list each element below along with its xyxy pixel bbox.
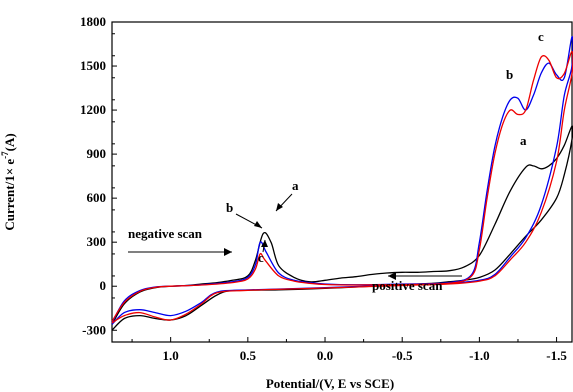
x-axis-title: Potential/(V, E vs SCE) bbox=[266, 376, 394, 391]
curve-label-a-peak: a bbox=[275, 178, 299, 212]
positive-scan-annotation: positive scan bbox=[372, 272, 462, 293]
y-axis: -300 0 300 600 900 1200 1500 1800 bbox=[80, 14, 117, 343]
series-line-c bbox=[111, 50, 573, 324]
x-axis: 1.0 0.5 0.0 -0.5 -1.0 -1.5 bbox=[131, 337, 567, 363]
plot-area-frame bbox=[111, 21, 573, 343]
x-tick-label: -0.5 bbox=[392, 348, 413, 363]
x-tick-label: -1.0 bbox=[469, 348, 490, 363]
svg-text:a: a bbox=[292, 178, 299, 193]
y-tick-label: 600 bbox=[87, 190, 107, 205]
negative-scan-annotation: negative scan bbox=[128, 226, 232, 256]
curve-label-c-peak: c bbox=[258, 239, 268, 265]
x-tick-label: 0.5 bbox=[240, 348, 257, 363]
y-axis-title-main: Current/1× e bbox=[2, 159, 17, 231]
y-tick-label: 900 bbox=[87, 146, 107, 161]
y-tick-label: -300 bbox=[82, 322, 106, 337]
y-tick-label: 1200 bbox=[80, 102, 106, 117]
svg-text:c: c bbox=[258, 250, 264, 265]
x-tick-label: -1.5 bbox=[546, 348, 567, 363]
y-tick-label: 1500 bbox=[80, 58, 106, 73]
svg-text:positive scan: positive scan bbox=[372, 278, 443, 293]
y-tick-label: 1800 bbox=[80, 14, 106, 29]
series-layer bbox=[111, 36, 573, 331]
svg-text:negative scan: negative scan bbox=[128, 226, 203, 241]
y-tick-label: 300 bbox=[87, 234, 107, 249]
curve-label-b-peak: b bbox=[226, 200, 263, 229]
y-axis-title-superscript: -7 bbox=[0, 151, 10, 159]
y-axis-title: Current/1× e-7(A) bbox=[0, 133, 17, 230]
curve-label-a-right: a bbox=[520, 133, 527, 148]
y-tick-label: 0 bbox=[100, 278, 107, 293]
y-axis-title-unit: (A) bbox=[2, 133, 17, 151]
series-line-b bbox=[111, 36, 573, 325]
x-tick-label: 1.0 bbox=[163, 348, 179, 363]
curve-label-c-right: c bbox=[538, 29, 544, 44]
x-tick-label: 0.0 bbox=[317, 348, 333, 363]
svg-text:b: b bbox=[226, 200, 233, 215]
curve-label-b-right: b bbox=[506, 67, 513, 82]
